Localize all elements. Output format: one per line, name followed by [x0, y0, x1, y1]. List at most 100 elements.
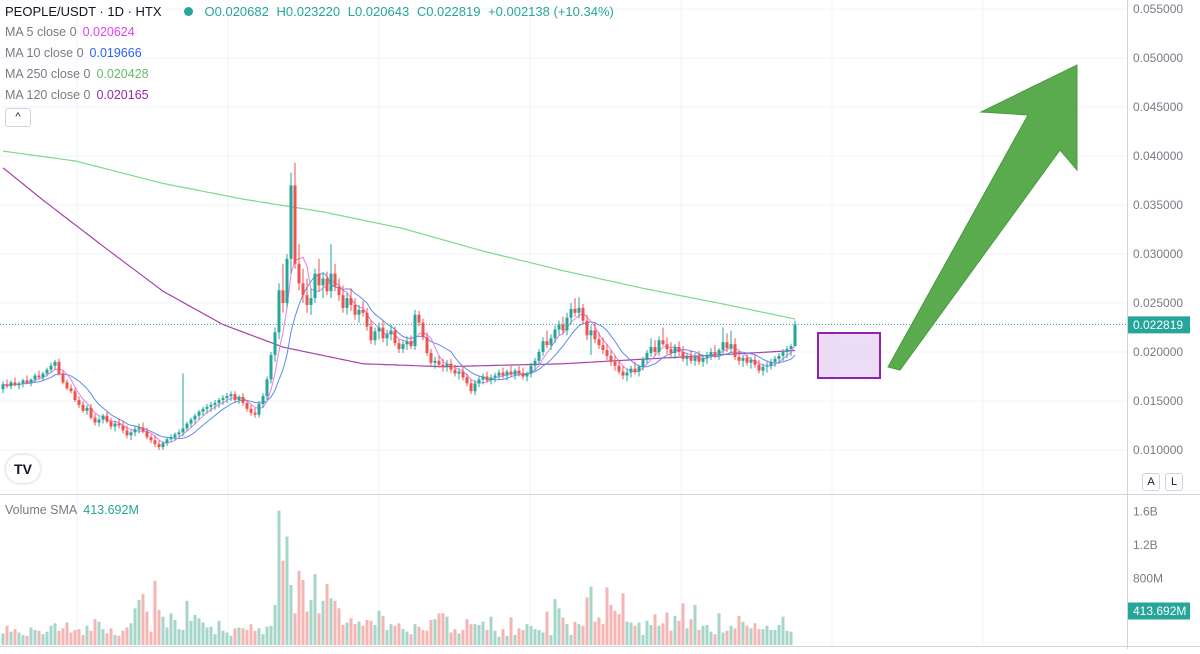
candle-body	[61, 373, 65, 383]
volume-bar	[273, 604, 277, 645]
candle-body	[273, 332, 277, 355]
volume-bar	[301, 579, 305, 645]
candle-body	[93, 417, 97, 423]
candle-body	[221, 398, 225, 401]
symbol-title[interactable]: PEOPLE/USDT · 1D · HTX	[5, 4, 162, 19]
ma250-line	[2, 150, 796, 320]
volume-bar	[257, 628, 261, 645]
candle-body	[641, 359, 645, 367]
volume-bar	[573, 621, 577, 645]
candle-body	[493, 375, 497, 378]
volume-bar	[741, 621, 745, 645]
candle-body	[749, 359, 753, 363]
candle-body	[65, 382, 69, 389]
volume-bar	[773, 629, 777, 645]
candle-body	[481, 376, 485, 380]
volume-bar	[601, 624, 605, 645]
candle-body	[229, 394, 233, 397]
candle-body	[693, 356, 697, 361]
log-scale-button[interactable]: L	[1165, 473, 1183, 491]
candle-body	[101, 415, 105, 420]
candle-body	[725, 342, 729, 349]
volume-bar	[209, 626, 213, 645]
volume-bar	[777, 624, 781, 645]
candle-body	[617, 365, 621, 372]
candle-body	[473, 383, 477, 392]
candle-body	[529, 365, 533, 374]
candle-body	[105, 415, 109, 422]
volume-bar	[429, 619, 433, 645]
volume-bar	[205, 627, 209, 645]
indicator-ma250[interactable]: MA 250 close 0 0.020428	[5, 67, 149, 81]
volume-bar	[633, 625, 637, 645]
candle-body	[553, 329, 557, 339]
auto-scale-button[interactable]: A	[1142, 473, 1160, 491]
candle-body	[713, 352, 717, 355]
volume-bar	[337, 608, 341, 645]
volume-bar	[225, 632, 229, 645]
volume-bar	[89, 630, 93, 645]
candle-body	[85, 407, 89, 411]
indicator-ma120[interactable]: MA 120 close 0 0.020165	[5, 88, 149, 102]
volume-bar	[181, 629, 185, 645]
candle-body	[1, 384, 5, 390]
volume-bar	[145, 611, 149, 645]
indicator-ma5[interactable]: MA 5 close 0 0.020624	[5, 25, 135, 39]
candle-body	[217, 400, 221, 403]
volume-bar	[353, 624, 357, 645]
candle-body	[173, 434, 177, 438]
high-value: H0.023220	[276, 4, 341, 19]
volume-bar	[125, 627, 129, 645]
candle-body	[29, 379, 33, 383]
candle-body	[89, 407, 93, 418]
candle-body	[337, 286, 341, 296]
volume-bar	[177, 629, 181, 645]
volume-bar	[173, 619, 177, 645]
candle-body	[321, 278, 325, 286]
indicator-ma10[interactable]: MA 10 close 0 0.019666	[5, 46, 142, 60]
volume-bar	[713, 634, 717, 645]
candle-body	[241, 397, 245, 403]
volume-tick-label: 1.2B	[1133, 538, 1158, 552]
volume-bar	[109, 628, 113, 645]
volume-bar	[165, 627, 169, 645]
collapse-legend-button[interactable]: ^	[5, 108, 31, 127]
volume-bar	[393, 625, 397, 645]
volume-bar	[557, 608, 561, 645]
candle-body	[133, 429, 137, 433]
candle-body	[605, 350, 609, 356]
candle-body	[589, 330, 593, 336]
candle-body	[597, 339, 601, 346]
candle-body	[157, 444, 161, 448]
candle-body	[569, 308, 573, 318]
low-value: L0.020643	[347, 4, 410, 19]
volume-bar	[253, 630, 257, 645]
close-value: C0.022819	[416, 4, 481, 19]
candle-body	[81, 404, 85, 411]
candle-body	[349, 298, 353, 305]
candle-body	[369, 326, 373, 341]
volume-bar	[417, 626, 421, 645]
tradingview-logo[interactable]: TV	[6, 455, 40, 483]
volume-bar	[469, 624, 473, 645]
volume-bar	[229, 635, 233, 645]
current-volume-tag	[1128, 602, 1190, 620]
volume-bar	[609, 604, 613, 645]
volume-bar	[77, 629, 81, 645]
candle-body	[365, 312, 369, 327]
volume-bar	[373, 624, 377, 645]
candle-body	[49, 365, 53, 370]
volume-bar	[141, 594, 145, 645]
candle-body	[405, 341, 409, 345]
candle-body	[237, 397, 241, 401]
volume-bar	[325, 584, 329, 645]
volume-bar	[677, 620, 681, 645]
candle-body	[709, 352, 713, 355]
candle-body	[429, 352, 433, 363]
volume-bar	[549, 634, 553, 645]
volume-legend[interactable]: Volume SMA 413.692M	[5, 503, 139, 517]
volume-bar	[409, 634, 413, 645]
volume-bar	[729, 625, 733, 645]
volume-bar	[333, 600, 337, 645]
